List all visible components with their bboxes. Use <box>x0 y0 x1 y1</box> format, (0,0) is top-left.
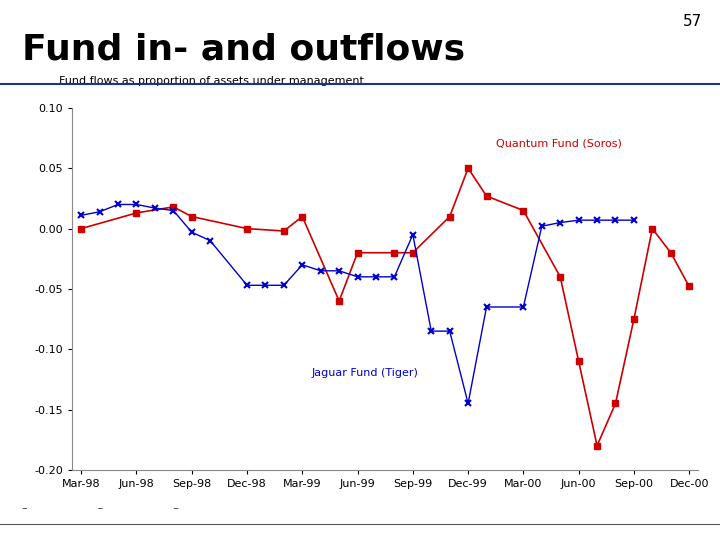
Text: Jaguar Fund (Tiger): Jaguar Fund (Tiger) <box>312 368 418 378</box>
Text: Fund flows as proportion of assets under management: Fund flows as proportion of assets under… <box>60 76 364 86</box>
Text: –                    –                    –: – – – <box>22 503 179 513</box>
Text: Quantum Fund (Soros): Quantum Fund (Soros) <box>496 139 621 148</box>
Text: Fund in- and outflows: Fund in- and outflows <box>22 32 464 66</box>
Text: 57: 57 <box>683 14 702 29</box>
